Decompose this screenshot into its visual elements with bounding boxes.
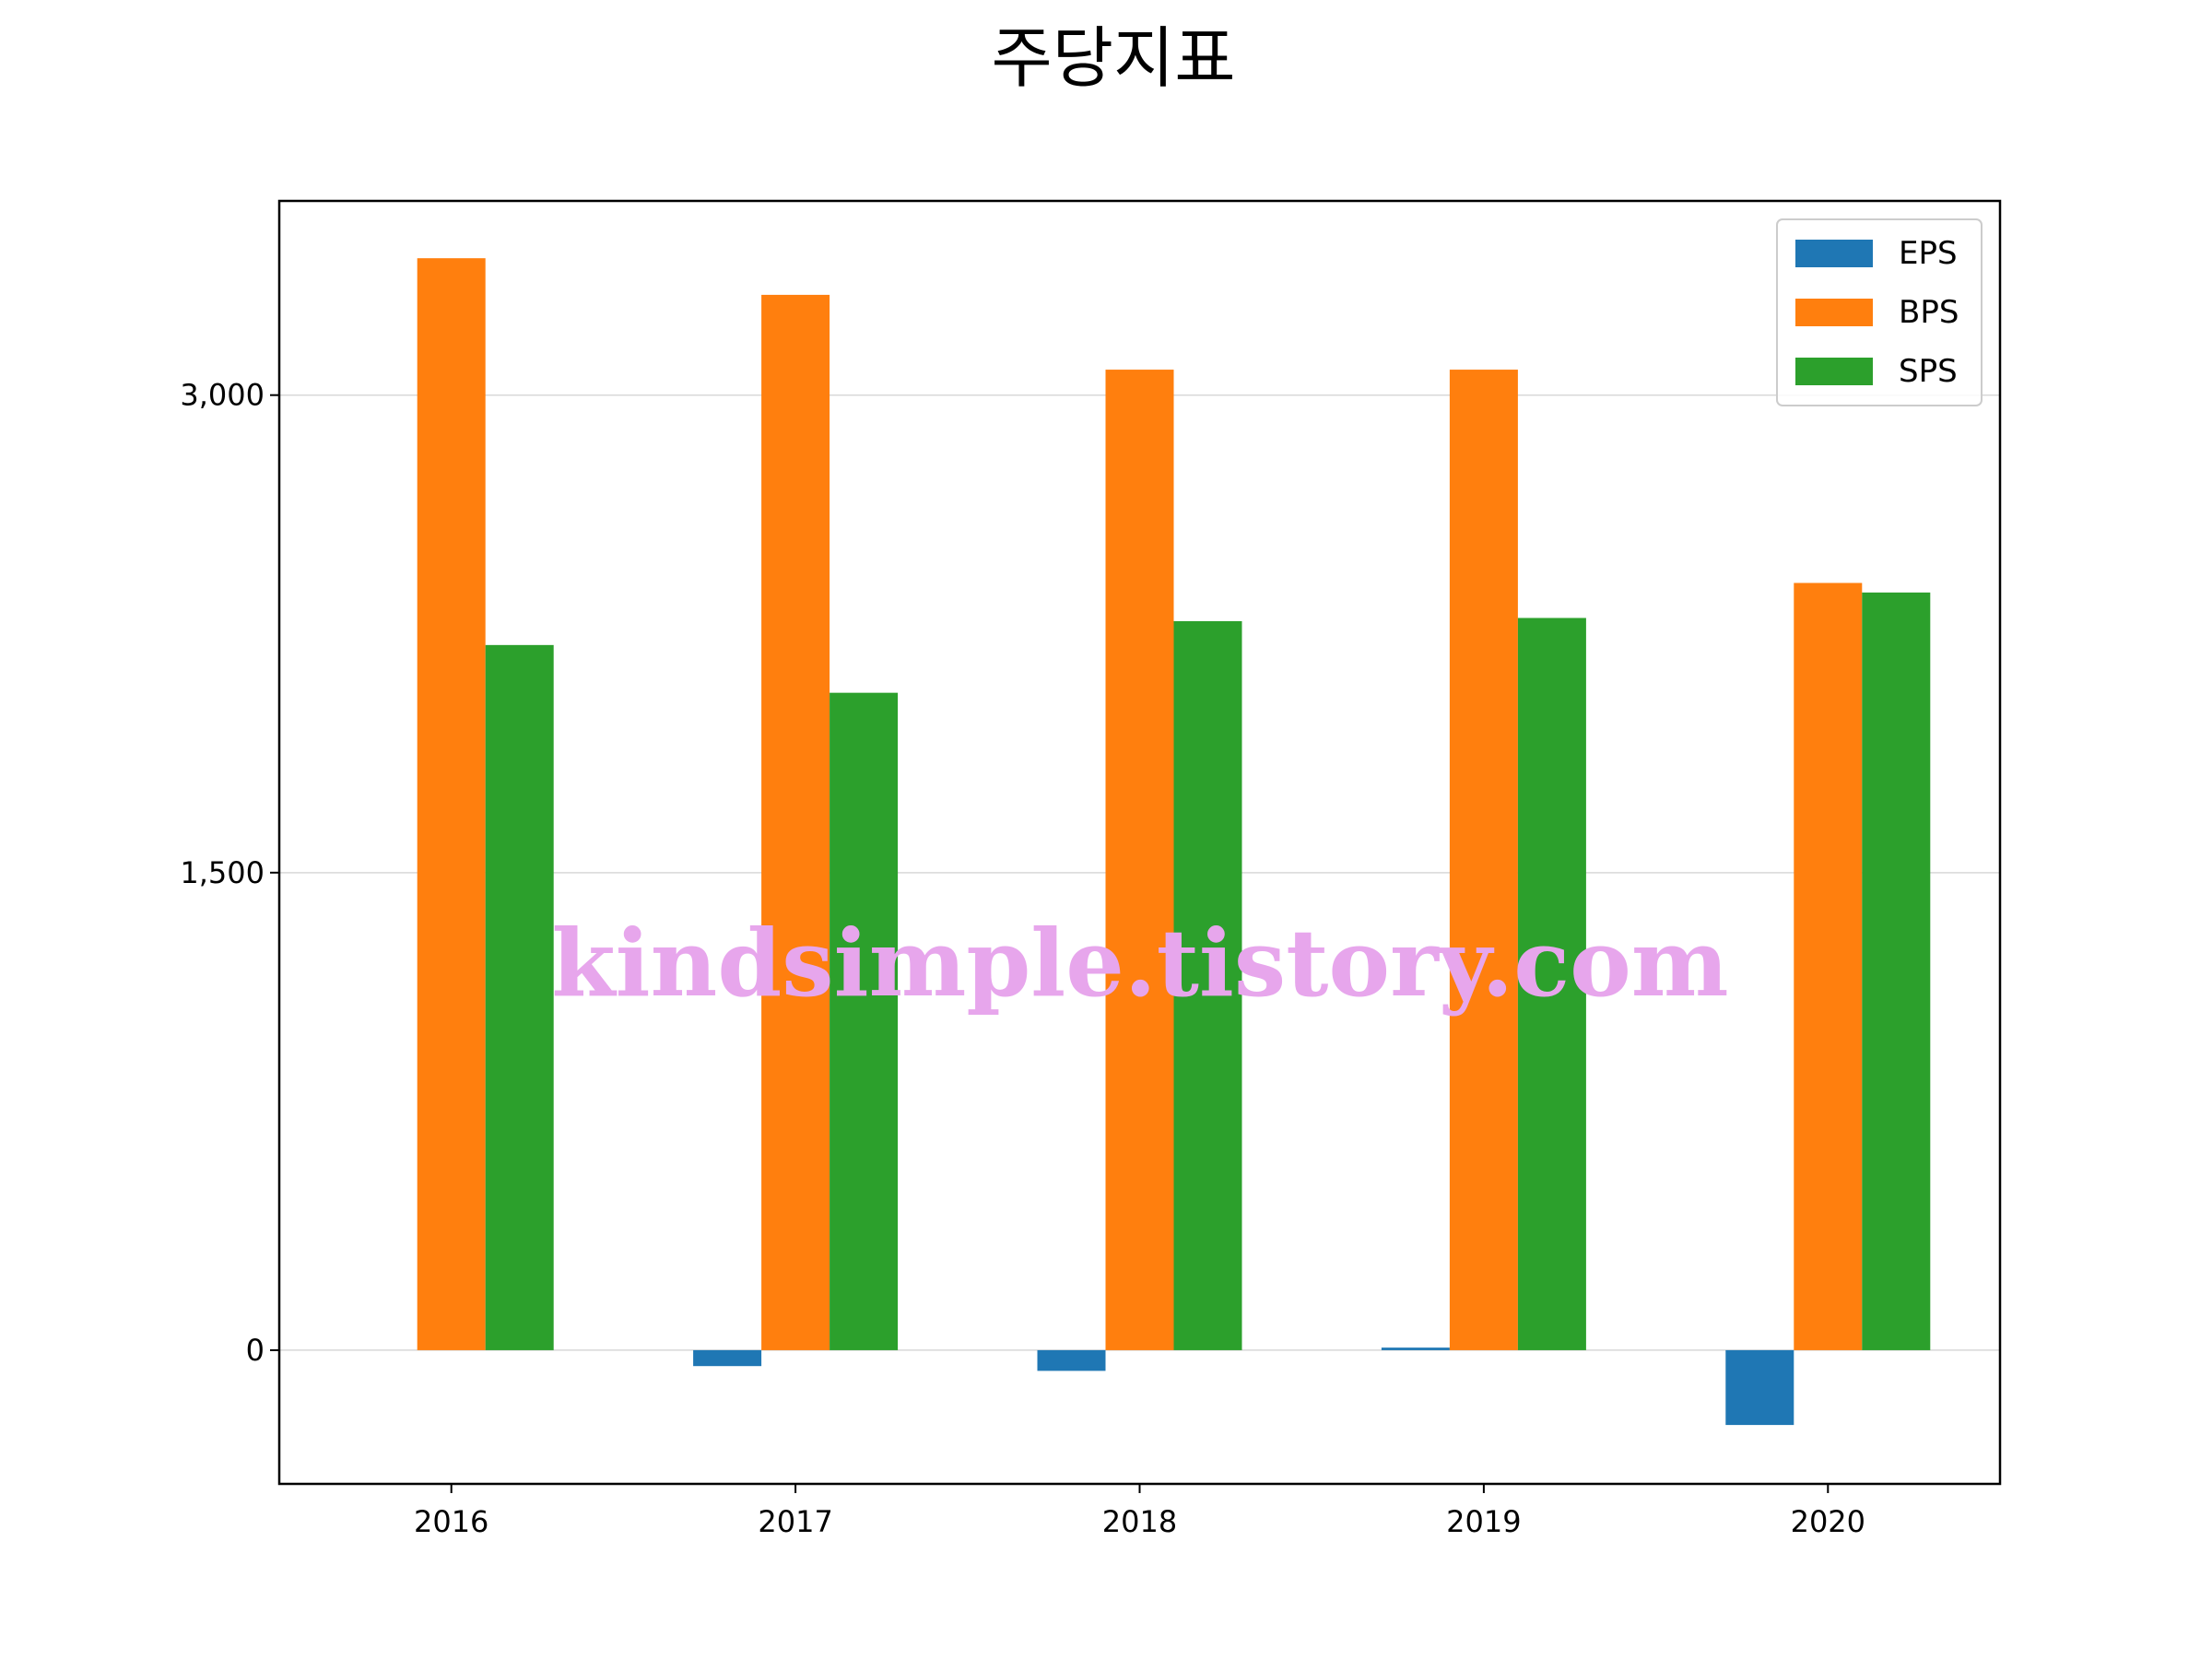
x-tick-label: 2017 [758, 1504, 832, 1539]
bar-bps-2020 [1794, 582, 1863, 1350]
bar-sps-2019 [1517, 618, 1586, 1350]
bars [417, 258, 1931, 1426]
bar-eps-2019 [1381, 1347, 1450, 1350]
x-tick-label: 2020 [1791, 1504, 1865, 1539]
legend-label-eps: EPS [1899, 235, 1958, 272]
legend-swatch-bps [1795, 299, 1873, 326]
x-tick-label: 2018 [1102, 1504, 1177, 1539]
bar-sps-2017 [830, 692, 899, 1350]
bar-bps-2017 [761, 294, 830, 1350]
bar-bps-2019 [1449, 370, 1518, 1350]
legend-swatch-eps [1795, 240, 1873, 267]
x-tick-label: 2019 [1446, 1504, 1521, 1539]
y-tick-label: 3,000 [180, 378, 265, 413]
chart-title: 주당지표 [992, 19, 1236, 97]
axis-ticks: 0 1,500 3,000 2016 2017 2018 2019 2020 [180, 378, 1865, 1539]
bar-sps-2020 [1862, 592, 1931, 1350]
bar-eps-2020 [1725, 1349, 1794, 1426]
bar-bps-2018 [1105, 370, 1174, 1350]
legend-swatch-sps [1795, 358, 1873, 385]
legend: EPS BPS SPS [1776, 218, 1983, 406]
bar-bps-2016 [417, 258, 486, 1350]
bar-sps-2016 [485, 644, 554, 1350]
watermark: kindsimple.tistory.com [551, 909, 1728, 1018]
legend-label-bps: BPS [1899, 294, 1959, 331]
bar-eps-2018 [1037, 1349, 1106, 1371]
bar-eps-2017 [693, 1349, 762, 1367]
y-tick-label: 1,500 [180, 855, 265, 890]
x-tick-label: 2016 [414, 1504, 488, 1539]
y-tick-label: 0 [246, 1333, 265, 1368]
legend-label-sps: SPS [1899, 353, 1958, 390]
bar-sps-2018 [1173, 620, 1242, 1350]
